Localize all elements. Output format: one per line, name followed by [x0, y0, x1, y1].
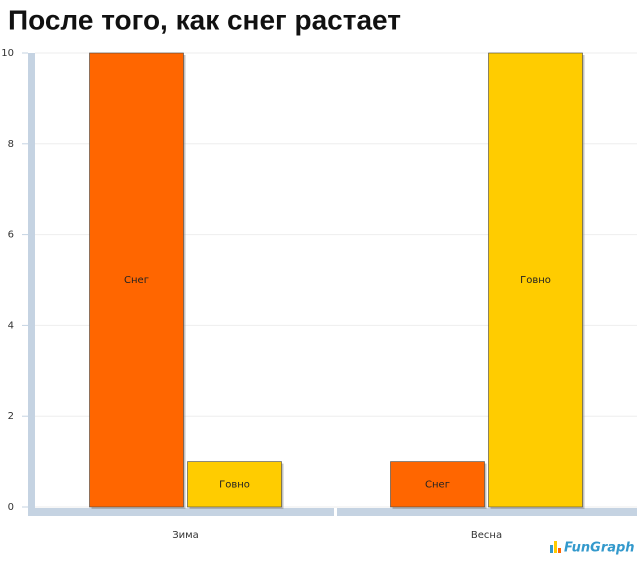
y-axis: [28, 53, 35, 516]
chart-title: После того, как снег растает: [8, 4, 401, 35]
y-tick-label: 10: [1, 48, 14, 59]
y-tick-label: 4: [8, 320, 14, 331]
bar-label: Снег: [124, 275, 149, 286]
x-axis: [28, 508, 637, 516]
bar: [390, 461, 485, 508]
x-tick-label: Зима: [172, 530, 199, 541]
bar: [89, 52, 184, 508]
category-separator: [334, 508, 337, 516]
y-tick-label: 6: [8, 230, 14, 241]
bar-label: Говно: [520, 275, 551, 286]
watermark-logo: [550, 541, 561, 553]
y-tick-label: 8: [8, 139, 14, 150]
bar-label: Снег: [425, 479, 450, 490]
bar-label: Говно: [219, 479, 250, 490]
watermark: FunGraph: [564, 541, 635, 556]
y-tick-label: 0: [8, 502, 14, 513]
bar: [488, 52, 583, 508]
x-tick-label: Весна: [471, 530, 502, 541]
bar: [187, 461, 282, 508]
y-tick-label: 2: [8, 411, 14, 422]
